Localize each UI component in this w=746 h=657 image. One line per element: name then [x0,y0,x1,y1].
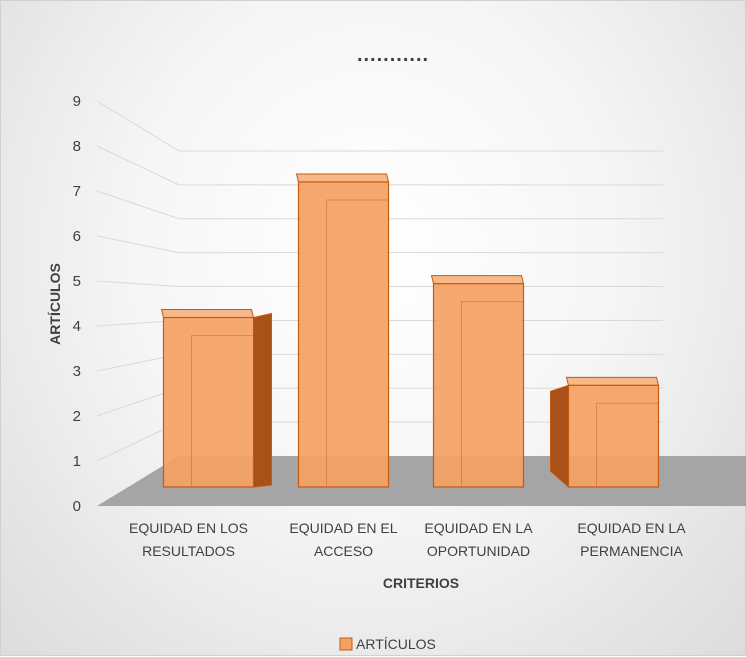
y-tick-label: 4 [73,318,81,335]
side-wall-gridline [96,145,180,186]
bar [432,283,525,488]
side-wall-gridline [96,190,180,220]
bar-inner-edge [596,402,659,488]
bar-top-face [160,309,255,319]
bar-top-face [430,275,525,285]
y-tick-label: 3 [73,363,81,380]
x-tick-label: EQUIDAD EN LOS [129,520,248,536]
x-tick-label: EQUIDAD EN LA [424,520,533,536]
bar [567,384,660,488]
x-axis-title: CRITERIOS [383,575,459,591]
y-tick-label: 2 [73,408,81,425]
bar-top-face [295,173,390,183]
bar-inner-edge [191,335,254,488]
bar [297,181,390,488]
y-tick-label: 7 [73,183,81,200]
bar-inner-edge [326,199,389,488]
x-tick-label: OPORTUNIDAD [427,543,530,559]
chart-title: ........... [357,44,429,66]
y-tick-label: 5 [73,273,81,290]
bar-side-face [253,312,272,488]
legend-swatch [339,637,353,651]
y-tick-label: 6 [73,228,81,245]
bar-inner-edge [461,301,524,488]
x-tick-label: EQUIDAD EN LA [577,520,686,536]
x-tick-label: ACCESO [314,543,373,559]
y-axis-title: ARTÍCULOS [47,263,63,345]
bar-top-face [565,376,660,386]
x-tick-label: PERMANENCIA [580,543,683,559]
side-wall-gridline [96,235,180,254]
legend-label: ARTÍCULOS [356,636,436,652]
x-tick-label: EQUIDAD EN EL [289,520,397,536]
x-tick-label: RESULTADOS [142,543,235,559]
side-wall-gridline [96,100,180,152]
y-tick-label: 8 [73,138,81,155]
bar-side-face [550,384,569,489]
y-tick-label: 0 [73,498,81,515]
y-tick-label: 1 [73,453,81,470]
bar [162,316,255,488]
side-wall-gridline [96,280,180,288]
y-tick-label: 9 [73,93,81,110]
